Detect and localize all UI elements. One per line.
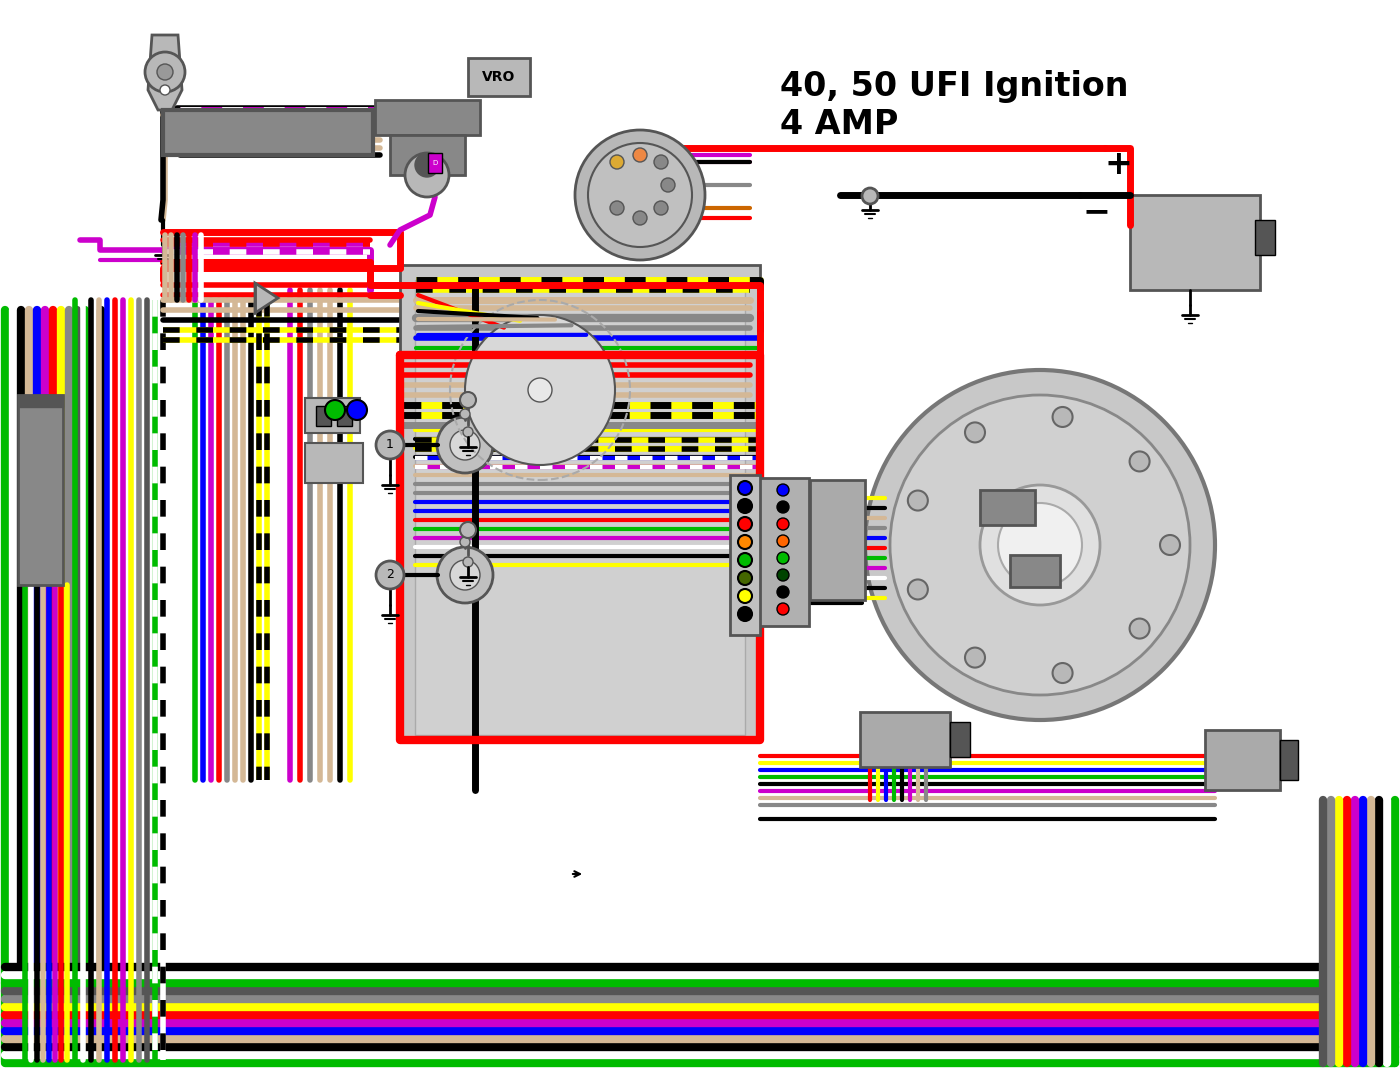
- Circle shape: [463, 557, 473, 567]
- Circle shape: [610, 155, 624, 169]
- Bar: [811, 480, 865, 600]
- Circle shape: [907, 491, 928, 511]
- Circle shape: [777, 534, 790, 547]
- Circle shape: [528, 378, 552, 402]
- Text: 40, 50 UFI Ignition: 40, 50 UFI Ignition: [780, 69, 1128, 103]
- Text: −: −: [1082, 195, 1110, 228]
- Circle shape: [738, 607, 752, 621]
- Circle shape: [998, 503, 1082, 587]
- Bar: [162, 110, 372, 155]
- Circle shape: [890, 396, 1190, 695]
- Circle shape: [377, 561, 405, 589]
- Circle shape: [965, 422, 986, 443]
- Circle shape: [661, 179, 675, 192]
- Bar: [391, 135, 465, 175]
- Bar: [414, 280, 745, 735]
- Bar: [305, 398, 360, 433]
- Circle shape: [777, 484, 790, 496]
- Circle shape: [463, 427, 473, 437]
- Circle shape: [1161, 534, 1180, 555]
- Circle shape: [862, 188, 878, 204]
- Circle shape: [377, 431, 405, 459]
- Circle shape: [610, 201, 624, 215]
- Circle shape: [865, 370, 1215, 721]
- Circle shape: [461, 522, 476, 538]
- Circle shape: [777, 586, 790, 598]
- Circle shape: [437, 547, 493, 603]
- Circle shape: [738, 589, 752, 603]
- Circle shape: [777, 501, 790, 513]
- Bar: [1009, 555, 1060, 587]
- Circle shape: [907, 579, 928, 600]
- Circle shape: [461, 537, 470, 547]
- Circle shape: [449, 430, 480, 460]
- Bar: [375, 100, 480, 135]
- Bar: [1254, 220, 1275, 255]
- Circle shape: [777, 552, 790, 564]
- Bar: [305, 443, 363, 483]
- Circle shape: [738, 517, 752, 531]
- Text: 2: 2: [386, 569, 393, 582]
- Text: +: +: [1105, 148, 1133, 181]
- Circle shape: [325, 400, 344, 420]
- Circle shape: [738, 481, 752, 495]
- Bar: [1205, 730, 1280, 790]
- Circle shape: [146, 52, 185, 92]
- Circle shape: [575, 130, 706, 260]
- Circle shape: [414, 153, 440, 177]
- Text: 1: 1: [386, 438, 393, 451]
- Circle shape: [1130, 619, 1149, 638]
- Bar: [18, 396, 63, 407]
- Text: 4 AMP: 4 AMP: [780, 108, 899, 141]
- Circle shape: [157, 64, 174, 80]
- Circle shape: [738, 571, 752, 585]
- Circle shape: [160, 86, 169, 95]
- Bar: [1130, 195, 1260, 290]
- Circle shape: [738, 553, 752, 567]
- Circle shape: [980, 485, 1100, 605]
- Circle shape: [1130, 451, 1149, 471]
- Bar: [860, 712, 951, 766]
- Bar: [951, 722, 970, 757]
- Circle shape: [405, 153, 449, 197]
- Circle shape: [633, 211, 647, 224]
- Circle shape: [347, 400, 367, 420]
- Circle shape: [437, 417, 493, 472]
- Bar: [729, 475, 760, 635]
- Circle shape: [738, 499, 752, 513]
- Bar: [428, 153, 442, 173]
- Circle shape: [1053, 407, 1072, 427]
- Bar: [337, 406, 351, 427]
- Circle shape: [461, 409, 470, 419]
- Circle shape: [588, 143, 692, 247]
- Circle shape: [777, 569, 790, 580]
- Bar: [468, 58, 531, 96]
- Circle shape: [738, 534, 752, 549]
- Polygon shape: [148, 35, 182, 110]
- Bar: [757, 478, 809, 626]
- Circle shape: [965, 648, 986, 667]
- Text: D: D: [433, 160, 438, 166]
- Bar: [400, 265, 760, 740]
- Circle shape: [654, 201, 668, 215]
- Circle shape: [777, 518, 790, 530]
- Circle shape: [777, 603, 790, 615]
- Circle shape: [654, 155, 668, 169]
- Bar: [18, 396, 63, 585]
- Polygon shape: [255, 283, 279, 313]
- Bar: [1280, 740, 1298, 780]
- Circle shape: [465, 315, 615, 465]
- Bar: [316, 406, 330, 427]
- Circle shape: [1053, 663, 1072, 683]
- Circle shape: [633, 148, 647, 162]
- Bar: [980, 490, 1035, 525]
- Circle shape: [461, 392, 476, 408]
- Text: VRO: VRO: [483, 69, 515, 84]
- Circle shape: [449, 560, 480, 590]
